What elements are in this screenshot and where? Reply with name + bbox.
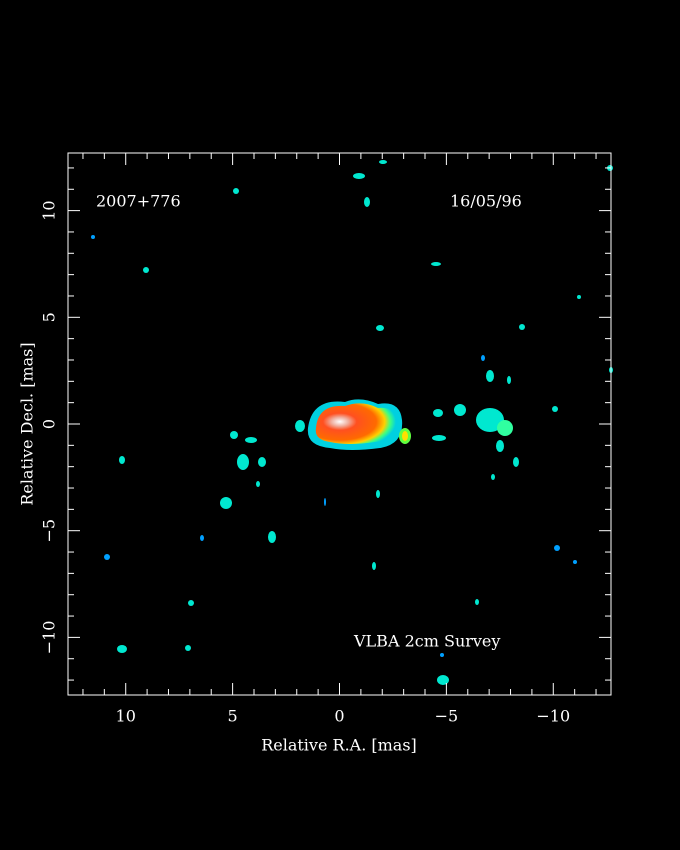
emission-blob (230, 431, 238, 439)
emission-blob (268, 531, 276, 543)
emission-blob (440, 653, 444, 657)
emission-blob (432, 435, 446, 441)
x-tick-label: 0 (334, 707, 344, 726)
emission-blob (433, 409, 443, 417)
emission-blob (454, 404, 466, 416)
emission-blob (364, 197, 370, 207)
emission-map (91, 160, 613, 685)
x-axis-label: Relative R.A. [mas] (261, 736, 417, 755)
x-tick-label: −5 (435, 707, 459, 726)
emission-blob (185, 645, 191, 651)
emission-blob (324, 498, 326, 506)
source-label: 2007+776 (96, 192, 181, 211)
emission-blob (573, 560, 577, 564)
survey-label: VLBA 2cm Survey (353, 632, 500, 651)
date-label: 16/05/96 (450, 192, 522, 211)
emission-blob (554, 545, 560, 551)
y-tick-label: 10 (40, 200, 59, 220)
emission-blob (353, 173, 365, 179)
emission-blob (519, 324, 525, 330)
emission-blob (513, 457, 519, 467)
emission-blob (188, 600, 194, 606)
emission-blob (437, 675, 449, 685)
emission-blob (376, 490, 380, 498)
emission-blob (117, 645, 127, 653)
emission-blob (577, 295, 581, 299)
emission-blob (475, 599, 479, 605)
jet-knot (402, 431, 408, 441)
emission-blob (256, 481, 260, 487)
jet-component (315, 403, 396, 444)
y-tick-label: −5 (40, 519, 59, 543)
emission-blob (200, 535, 204, 541)
emission-blob (295, 420, 305, 432)
emission-blob (491, 474, 495, 480)
emission-blob (258, 457, 266, 467)
emission-blob (379, 160, 387, 164)
emission-blob (104, 554, 110, 560)
emission-blob (376, 325, 384, 331)
emission-blob (143, 267, 149, 273)
emission-blob (431, 262, 441, 266)
emission-blob (481, 355, 485, 361)
emission-blob (372, 562, 376, 570)
emission-blob (507, 376, 511, 384)
emission-blob (245, 437, 257, 443)
emission-blob (476, 408, 504, 432)
emission-blob (233, 188, 239, 194)
emission-blob (552, 406, 558, 412)
emission-blob (486, 370, 494, 382)
emission-blob (497, 420, 513, 436)
emission-blob (91, 235, 95, 239)
y-tick-label: 5 (40, 312, 59, 322)
emission-blob (119, 456, 125, 464)
y-axis-label: Relative Decl. [mas] (18, 342, 37, 505)
emission-blob (237, 454, 249, 470)
x-tick-label: 5 (228, 707, 238, 726)
emission-blob (220, 497, 232, 509)
y-tick-label: 0 (40, 419, 59, 429)
x-tick-label: −10 (536, 707, 570, 726)
emission-blob (496, 440, 504, 452)
x-tick-label: 10 (116, 707, 136, 726)
y-tick-label: −10 (40, 621, 59, 655)
